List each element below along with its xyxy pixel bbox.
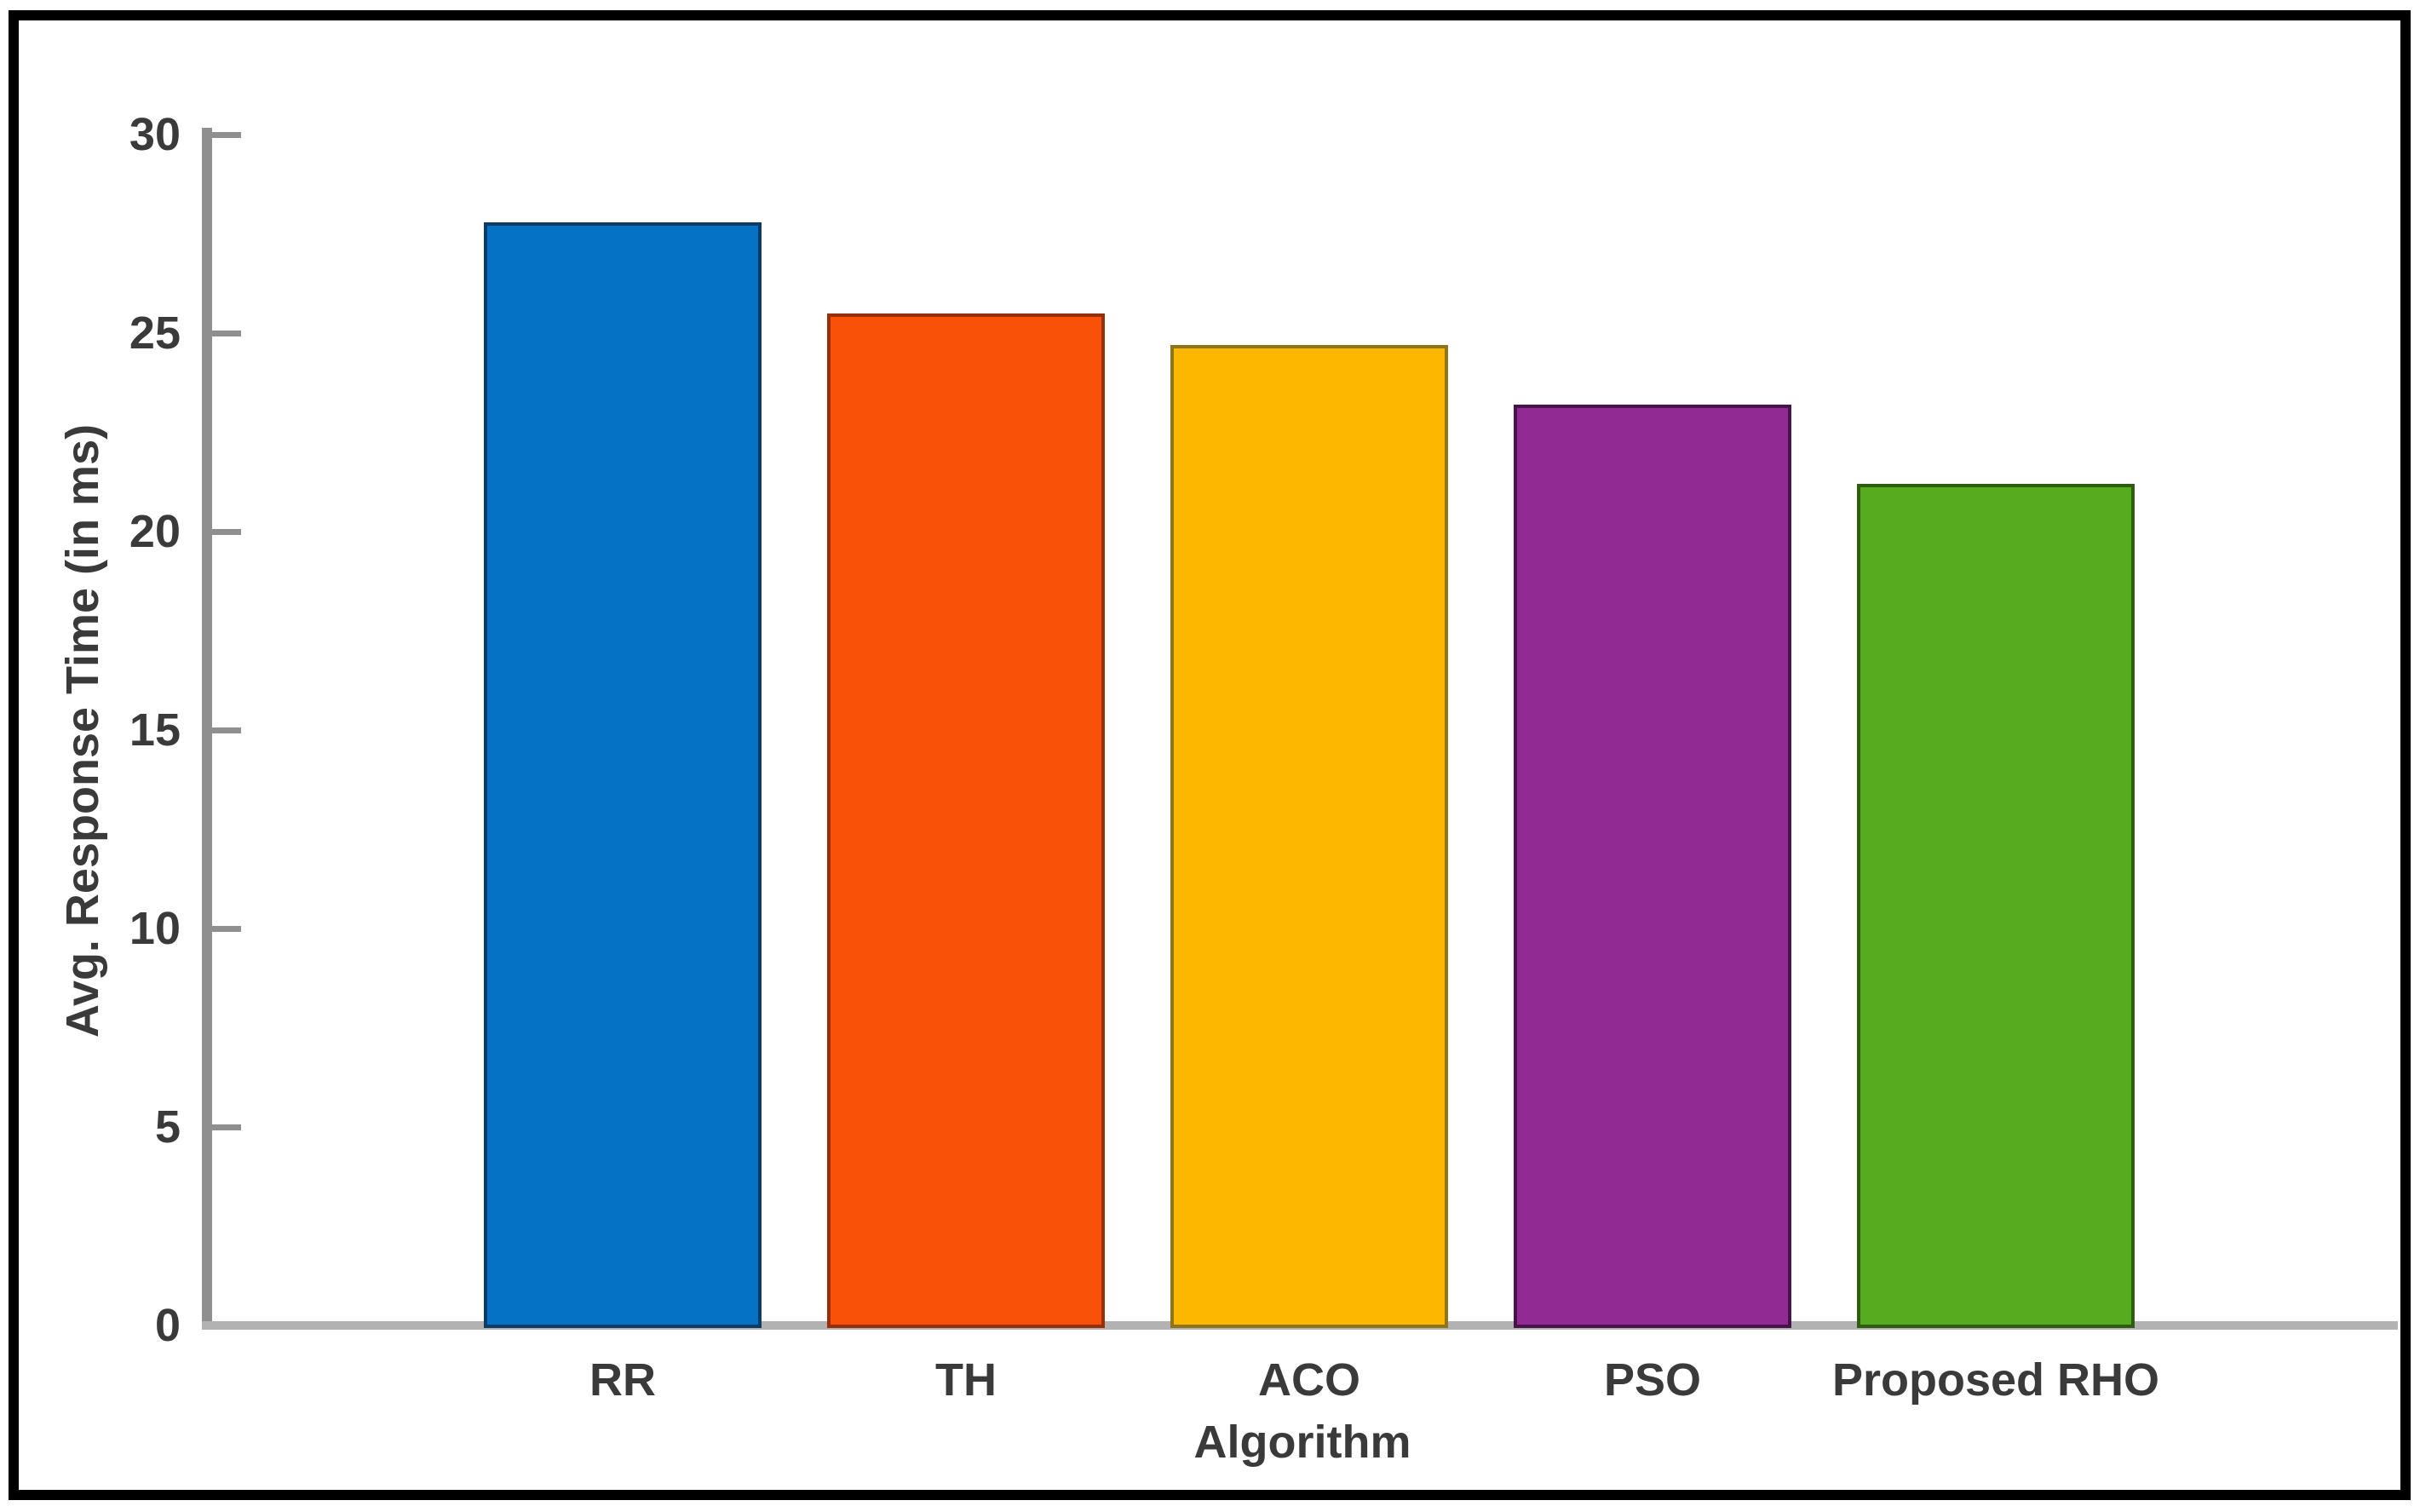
y-tick-mark-25 <box>212 331 241 336</box>
y-tick-mark-30 <box>212 132 241 138</box>
y-tick-mark-20 <box>212 529 241 535</box>
y-axis-line <box>202 128 212 1330</box>
x-tick-label-rr: RR <box>589 1354 656 1406</box>
y-tick-mark-5 <box>212 1124 241 1130</box>
bar-pso <box>1514 404 1791 1328</box>
bar-proposed-rho <box>1857 484 2135 1328</box>
y-tick-mark-10 <box>212 926 241 932</box>
y-tick-label-15: 15 <box>129 704 181 756</box>
bar-th <box>827 313 1105 1328</box>
y-tick-label-20: 20 <box>129 506 181 557</box>
y-axis-label: Avg. Response Time (in ms) <box>57 423 108 1038</box>
y-tick-label-30: 30 <box>129 109 181 160</box>
figure-frame <box>9 10 2411 1500</box>
y-tick-label-5: 5 <box>154 1101 181 1153</box>
y-tick-mark-15 <box>212 727 241 733</box>
bar-aco <box>1170 344 1448 1328</box>
x-axis-label: Algorithm <box>1193 1417 1411 1468</box>
x-tick-label-aco: ACO <box>1258 1354 1360 1406</box>
y-tick-label-25: 25 <box>129 308 181 359</box>
bar-rr <box>484 221 762 1328</box>
x-tick-label-pso: PSO <box>1603 1354 1702 1406</box>
x-tick-label-proposed-rho: Proposed RHO <box>1831 1354 2160 1406</box>
y-tick-label-0: 0 <box>154 1300 181 1351</box>
y-tick-label-10: 10 <box>129 903 181 954</box>
x-tick-label-th: TH <box>935 1354 997 1406</box>
